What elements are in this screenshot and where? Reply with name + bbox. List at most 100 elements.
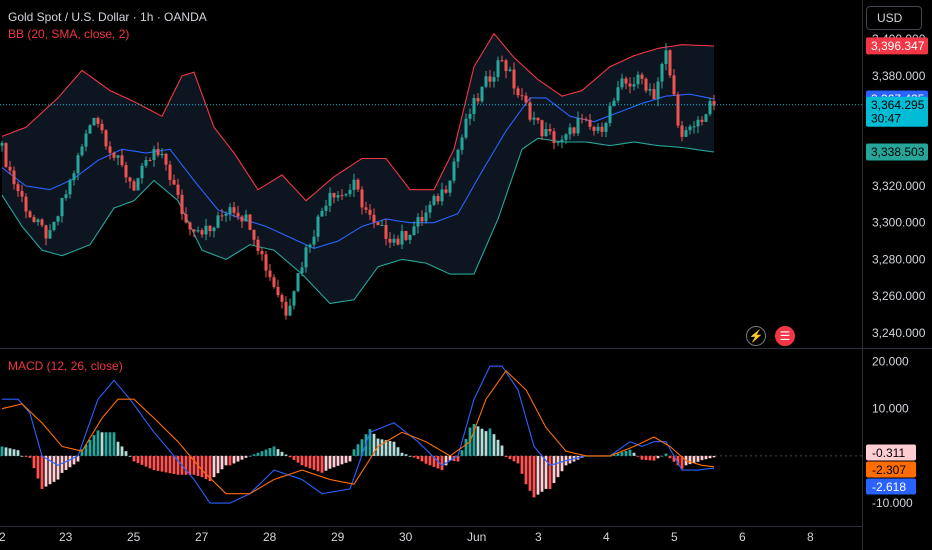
candle-body (344, 194, 348, 196)
candle-body (652, 89, 656, 99)
candle-body (688, 126, 692, 131)
symbol-title[interactable]: Gold Spot / U.S. Dollar · 1h · OANDA (8, 10, 207, 24)
histogram-bar (380, 439, 384, 456)
histogram-bar (352, 449, 356, 456)
histogram-bar (236, 455, 240, 462)
candle-body (612, 100, 616, 106)
candle-body (700, 119, 704, 122)
time-tick-label: 27 (195, 530, 209, 544)
histogram-bar (96, 430, 100, 456)
candle-body (608, 105, 612, 124)
histogram-bar (292, 455, 296, 460)
lightning-icon[interactable]: ⚡ (746, 326, 766, 346)
candle-body (164, 153, 168, 165)
candle-body (548, 128, 552, 132)
histogram-bar (532, 455, 536, 498)
candle-body (404, 231, 408, 240)
candle-body (32, 217, 36, 223)
candle-body (36, 219, 40, 223)
candle-body (392, 238, 396, 243)
candle-body (572, 127, 576, 134)
candle-body (188, 222, 192, 230)
candle-body (512, 69, 516, 89)
candle-body (44, 225, 48, 239)
histogram-bar (544, 455, 548, 489)
currency-button[interactable]: USD (866, 6, 922, 30)
histogram-bar (400, 452, 404, 456)
candle-body (260, 250, 264, 255)
histogram-bar (396, 447, 400, 456)
price-label-text: 3,338.503 (871, 145, 925, 159)
candle-body (432, 195, 436, 205)
candle-body (224, 213, 228, 216)
histogram-bar (184, 455, 188, 475)
candle-body (580, 118, 584, 120)
candle-body (448, 180, 452, 193)
histogram-bar (340, 455, 344, 465)
candle-body (248, 214, 252, 230)
price-label-box (866, 37, 928, 55)
histogram-bar (52, 455, 56, 482)
candle-body (148, 160, 152, 162)
price-tick-label: 3,240.000 (872, 326, 926, 340)
candle-body (300, 267, 304, 274)
histogram-bar (700, 455, 704, 461)
histogram-bar (60, 455, 64, 473)
histogram-bar (516, 455, 520, 464)
histogram-bar (120, 446, 124, 456)
candle-body (380, 224, 384, 226)
histogram-bar (536, 455, 540, 495)
candle-body (620, 78, 624, 88)
candle-body (672, 75, 676, 95)
candle-body (680, 125, 684, 137)
candle-body (364, 207, 368, 210)
candle-body (92, 117, 96, 126)
histogram-bar (512, 455, 516, 462)
signal-line (1, 370, 715, 495)
histogram-bar (540, 455, 544, 492)
histogram-bar (32, 455, 36, 469)
histogram-bar (628, 449, 632, 456)
histogram-bar (324, 455, 328, 471)
histogram-bar (412, 455, 416, 458)
time-tick-label: 28 (263, 530, 277, 544)
histogram-bar (456, 455, 460, 462)
candle-body (436, 195, 440, 202)
histogram-bar (264, 449, 268, 456)
histogram-bar (176, 455, 180, 475)
candle-body (28, 211, 32, 218)
candle-body (556, 142, 560, 144)
candle-body (368, 209, 372, 215)
candle-body (656, 81, 660, 99)
histogram-bar (104, 432, 108, 456)
candle-body (156, 149, 160, 156)
time-tick-label: Jun (467, 530, 486, 544)
candle-body (456, 149, 460, 162)
candle-body (48, 230, 52, 239)
candle-body (660, 64, 664, 82)
candle-body (484, 76, 488, 87)
candle-body (132, 181, 136, 191)
histogram-bar (188, 455, 192, 475)
candle-body (116, 155, 120, 158)
histogram-bar (56, 455, 60, 480)
candle-body (604, 123, 608, 132)
histogram-bar (8, 448, 12, 456)
us-flag-icon[interactable]: ☰ (775, 326, 795, 346)
histogram-bar (332, 455, 336, 468)
candle-body (632, 84, 636, 87)
histogram-bar (624, 450, 628, 456)
histogram-bar (408, 455, 412, 457)
candle-body (312, 236, 316, 245)
candle-body (8, 166, 12, 171)
bb-upper-line (1, 32, 715, 202)
time-tick-label: 29 (331, 530, 345, 544)
macd-legend[interactable]: MACD (12, 26, close) (8, 359, 123, 373)
histogram-bar (704, 455, 708, 460)
histogram-bar (68, 455, 72, 468)
candle-body (360, 189, 364, 208)
histogram-bar (132, 455, 136, 462)
bb-legend[interactable]: BB (20, SMA, close, 2) (8, 27, 130, 41)
candle-body (704, 114, 708, 122)
